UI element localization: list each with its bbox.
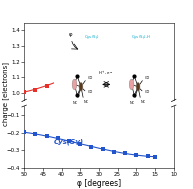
Text: Ni: Ni [54, 75, 63, 84]
Text: Cys(Sγ): Cys(Sγ) [54, 138, 84, 145]
Text: charge [electrons]: charge [electrons] [2, 63, 9, 126]
X-axis label: φ [degrees]: φ [degrees] [77, 179, 121, 188]
